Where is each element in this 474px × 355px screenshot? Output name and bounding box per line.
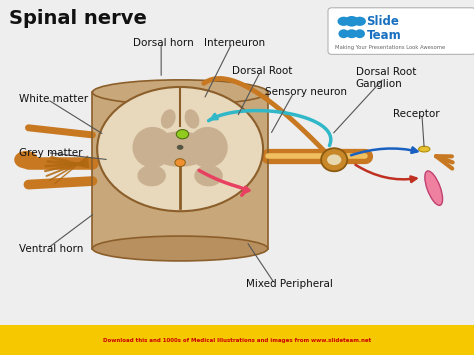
Circle shape: [176, 130, 189, 139]
Bar: [92, 92, 268, 248]
Text: Interneuron: Interneuron: [204, 38, 265, 48]
Text: Receptor: Receptor: [393, 109, 440, 119]
FancyBboxPatch shape: [328, 8, 474, 54]
Ellipse shape: [187, 127, 228, 168]
Circle shape: [354, 17, 366, 26]
Ellipse shape: [355, 29, 365, 38]
Ellipse shape: [137, 165, 166, 186]
Bar: [0, 325, 474, 355]
Text: Spinal nerve: Spinal nerve: [9, 9, 147, 28]
Circle shape: [175, 159, 185, 166]
Text: Sensory neuron: Sensory neuron: [265, 87, 347, 97]
Ellipse shape: [161, 109, 176, 129]
Circle shape: [14, 151, 38, 169]
Ellipse shape: [346, 29, 358, 38]
Circle shape: [345, 16, 359, 27]
Text: Making Your Presentations Look Awesome: Making Your Presentations Look Awesome: [335, 45, 445, 50]
Text: Download this and 1000s of Medical Illustrations and images from www.slideteam.n: Download this and 1000s of Medical Illus…: [103, 338, 371, 343]
Ellipse shape: [338, 29, 349, 38]
Text: Dorsal Root
Ganglion: Dorsal Root Ganglion: [356, 67, 416, 89]
Ellipse shape: [425, 171, 443, 205]
Text: Team: Team: [366, 29, 401, 42]
Text: Ventral horn: Ventral horn: [19, 244, 83, 253]
Text: Dorsal horn: Dorsal horn: [133, 38, 193, 48]
Circle shape: [97, 87, 263, 211]
Text: White matter: White matter: [19, 94, 88, 104]
Ellipse shape: [321, 148, 347, 171]
Text: Slide: Slide: [366, 15, 399, 28]
Ellipse shape: [149, 131, 211, 167]
Ellipse shape: [419, 146, 430, 152]
Circle shape: [337, 17, 350, 26]
Text: Mixed Peripheral: Mixed Peripheral: [246, 279, 333, 289]
Text: Grey matter: Grey matter: [19, 148, 82, 158]
Ellipse shape: [194, 165, 223, 186]
Text: Dorsal Root: Dorsal Root: [232, 66, 292, 76]
Circle shape: [177, 145, 183, 150]
Circle shape: [327, 154, 341, 165]
Ellipse shape: [92, 80, 268, 105]
Ellipse shape: [92, 236, 268, 261]
Ellipse shape: [132, 127, 173, 168]
Ellipse shape: [184, 109, 200, 129]
